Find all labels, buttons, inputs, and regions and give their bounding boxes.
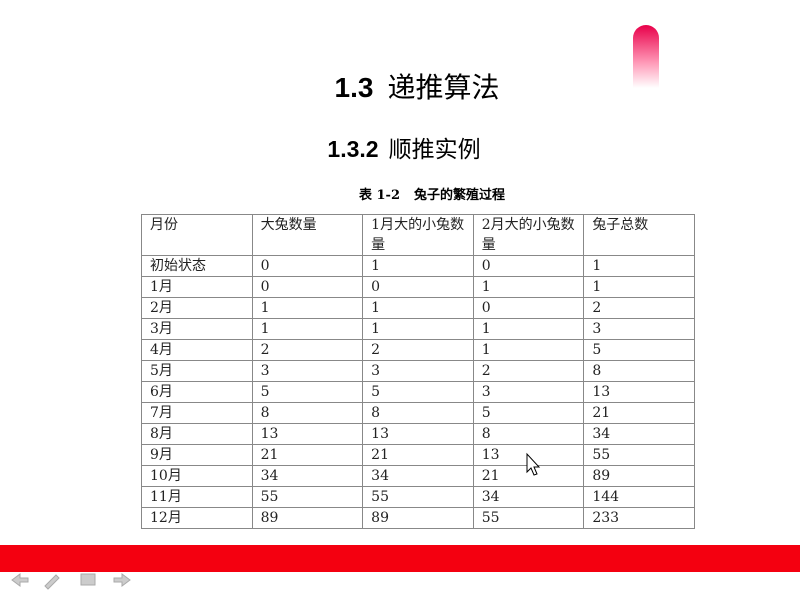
heading-number: 1.3 (334, 72, 374, 103)
nav-icons[interactable] (11, 573, 131, 590)
caption-text: 兔子的繁殖过程 (414, 188, 506, 203)
next-button[interactable] (113, 573, 131, 587)
heading-text: 递推算法 (387, 71, 500, 104)
table-row: 11月 55 55 34 144 (141, 486, 695, 508)
table-cell: 11月 (141, 486, 253, 508)
column-header: 兔子总数 (583, 214, 695, 256)
table-row: 12月 89 89 55 233 (141, 507, 695, 529)
table-cell: 34 (583, 423, 695, 445)
mouse-cursor (526, 452, 541, 476)
table-cell: 2月 (141, 297, 253, 319)
table-row: 5月 3 3 2 8 (141, 360, 695, 382)
footer-bar (0, 545, 800, 572)
column-header: 月份 (141, 214, 253, 256)
pen-button[interactable] (44, 574, 60, 590)
table-cell: 55 (583, 444, 695, 466)
subheading: 1.3.2 顺推实例 (0, 130, 800, 164)
table-row: 7月 8 8 5 21 (141, 402, 695, 424)
table-caption: 表 1-2 兔子的繁殖过程 (0, 184, 800, 203)
menu-button[interactable] (80, 573, 96, 586)
table-row: 初始状态 0 1 0 1 (141, 255, 695, 277)
table-cell: 21 (583, 402, 695, 424)
column-header: 1月大的小兔数量 (362, 214, 474, 256)
table-cell: 12月 (141, 507, 253, 529)
decoration (633, 25, 659, 88)
heading: 1.3 递推算法 (0, 66, 800, 106)
prev-button[interactable] (11, 573, 29, 587)
table-row: 1月 0 0 1 1 (141, 276, 695, 298)
table-row: 6月 5 5 3 13 (141, 381, 695, 403)
table-cell: 初始状态 (141, 255, 253, 277)
data-table: 月份 大兔数量 1月大的小兔数量 2月大的小兔数量 兔子总数 初始状态 0 1 0 1 1月 0 0 1 1… (141, 214, 695, 529)
table-cell: 89 (583, 465, 695, 487)
table-row: 3月 1 1 1 3 (141, 318, 695, 340)
subheading-number: 1.3.2 (327, 136, 379, 162)
subheading-text: 顺推实例 (388, 137, 481, 163)
table-cell: 13 (251, 423, 364, 445)
column-header: 大兔数量 (251, 214, 364, 256)
table-cell: 9月 (141, 444, 253, 466)
table-cell: 89 (362, 507, 474, 529)
table-cell: 89 (251, 507, 364, 529)
caption-label: 表 1-2 (358, 188, 400, 203)
table-cell: 233 (583, 507, 695, 529)
